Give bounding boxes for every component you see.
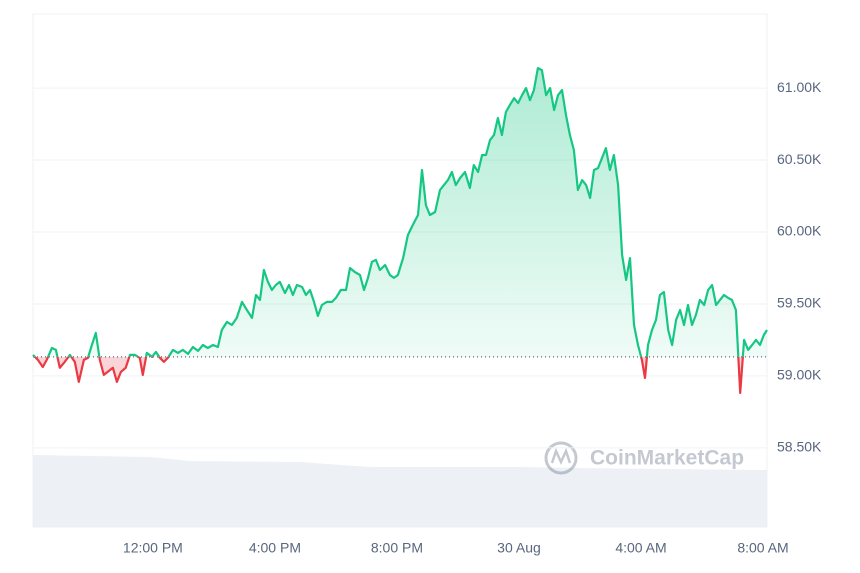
volume-area bbox=[33, 455, 767, 527]
x-tick-label: 4:00 PM bbox=[249, 540, 301, 556]
watermark: CoinMarketCap bbox=[590, 447, 744, 470]
area-above bbox=[33, 68, 767, 357]
y-tick-label: 58.50K bbox=[777, 439, 822, 455]
x-tick-label: 12:00 PM bbox=[123, 540, 183, 556]
area-below bbox=[34, 356, 743, 393]
x-tick-label: 4:00 AM bbox=[615, 540, 666, 556]
watermark-logo bbox=[544, 441, 578, 475]
x-tick-label: 8:00 AM bbox=[737, 540, 788, 556]
x-tick-label: 30 Aug bbox=[497, 540, 541, 556]
price-line bbox=[32, 67, 768, 357]
y-tick-label: 59.00K bbox=[777, 367, 822, 383]
y-tick-label: 60.50K bbox=[777, 151, 822, 167]
y-tick-label: 59.50K bbox=[777, 295, 822, 311]
y-tick-label: 60.00K bbox=[777, 223, 822, 239]
x-tick-label: 8:00 PM bbox=[371, 540, 423, 556]
y-tick-label: 61.00K bbox=[777, 79, 822, 95]
